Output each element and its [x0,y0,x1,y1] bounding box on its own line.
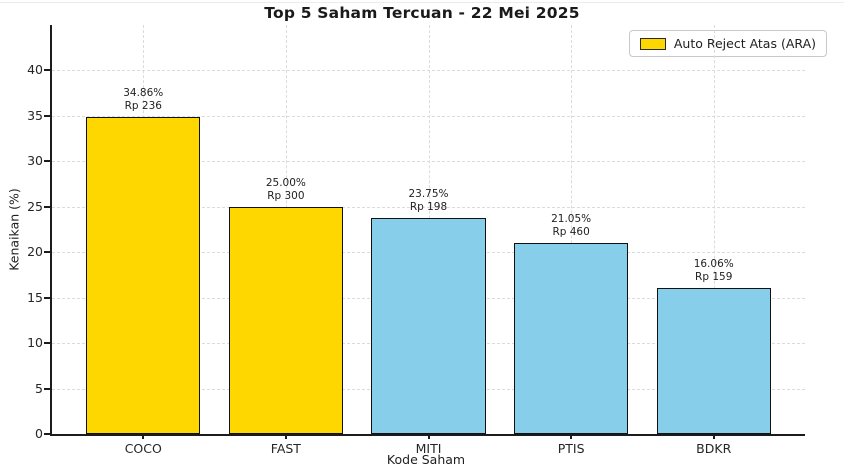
bar-annotation-BDKR: 16.06% Rp 159 [644,258,784,284]
bar-price-label-PTIS: Rp 460 [552,225,590,238]
y-tick-mark-40 [44,69,50,72]
bar-annotation-FAST: 25.00% Rp 300 [216,177,356,203]
y-tick-mark-15 [44,296,50,299]
bar-pct-label-COCO: 34.86% [123,87,164,100]
x-tick-label-FAST: FAST [270,441,301,456]
y-axis-title: Kenaikan (%) [6,188,22,271]
bar-PTIS [514,242,629,434]
bar-annotation-PTIS: 21.05% Rp 460 [501,213,641,239]
y-tick-mark-35 [44,114,50,117]
x-tick-label-BDKR: BDKR [696,441,732,456]
x-tick-label-MITI: MITI [415,441,442,456]
x-axis-title: Kode Saham [386,452,466,467]
bar-annotation-MITI: 23.75% Rp 198 [359,188,499,214]
y-tick-label-25: 25 [27,198,43,214]
bar-pct-label-FAST: 25.00% [265,176,306,189]
x-tick-label-PTIS: PTIS [557,441,585,456]
x-tick-mark-MITI [427,434,430,439]
bar-price-label-FAST: Rp 300 [267,189,305,202]
plot-area: 0 5 10 15 20 25 30 35 40 34.86% Rp 236 COCO 25.00% Rp… [27,25,805,456]
bar-price-label-MITI: Rp 198 [409,201,448,214]
legend-ara-swatch [639,37,666,50]
y-tick-mark-30 [44,160,50,163]
y-tick-label-35: 35 [27,107,43,123]
bar-FAST [228,206,343,434]
y-tick-label-15: 15 [27,289,43,305]
bar-MITI [371,218,486,434]
y-tick-label-5: 5 [35,380,43,396]
y-tick-mark-10 [44,342,50,345]
window-top-divider [0,2,844,3]
x-tick-mark-COCO [142,434,145,439]
y-tick-label-0: 0 [35,426,43,441]
y-tick-mark-25 [44,205,50,208]
y-tick-label-30: 30 [27,153,43,169]
bar-price-label-BDKR: Rp 159 [695,271,733,284]
x-tick-mark-PTIS [570,434,573,439]
x-tick-label-COCO: COCO [124,441,162,456]
chart-title: Top 5 Saham Tercuan - 22 Mei 2025 [264,4,580,22]
y-tick-mark-5 [44,387,50,390]
bar-COCO [86,117,201,434]
legend: Auto Reject Atas (ARA) [628,30,827,57]
legend-ara-label: Auto Reject Atas (ARA) [673,36,816,51]
y-tick-mark-20 [44,251,50,254]
x-tick-mark-BDKR [712,434,715,439]
x-gridline-PTIS [571,25,573,434]
y-tick-label-20: 20 [27,244,43,260]
bar-pct-label-MITI: 23.75% [408,188,449,201]
x-gridline-BDKR [713,25,715,434]
y-tick-mark-0 [44,433,50,435]
y-tick-label-10: 10 [27,335,43,351]
y-tick-label-40: 40 [27,62,43,78]
bar-annotation-COCO: 34.86% Rp 236 [73,87,213,113]
bar-pct-label-BDKR: 16.06% [693,258,734,271]
bar-pct-label-PTIS: 21.05% [551,212,592,225]
bar-BDKR [656,288,771,434]
x-tick-mark-FAST [284,434,287,439]
bar-price-label-COCO: Rp 236 [124,100,162,113]
